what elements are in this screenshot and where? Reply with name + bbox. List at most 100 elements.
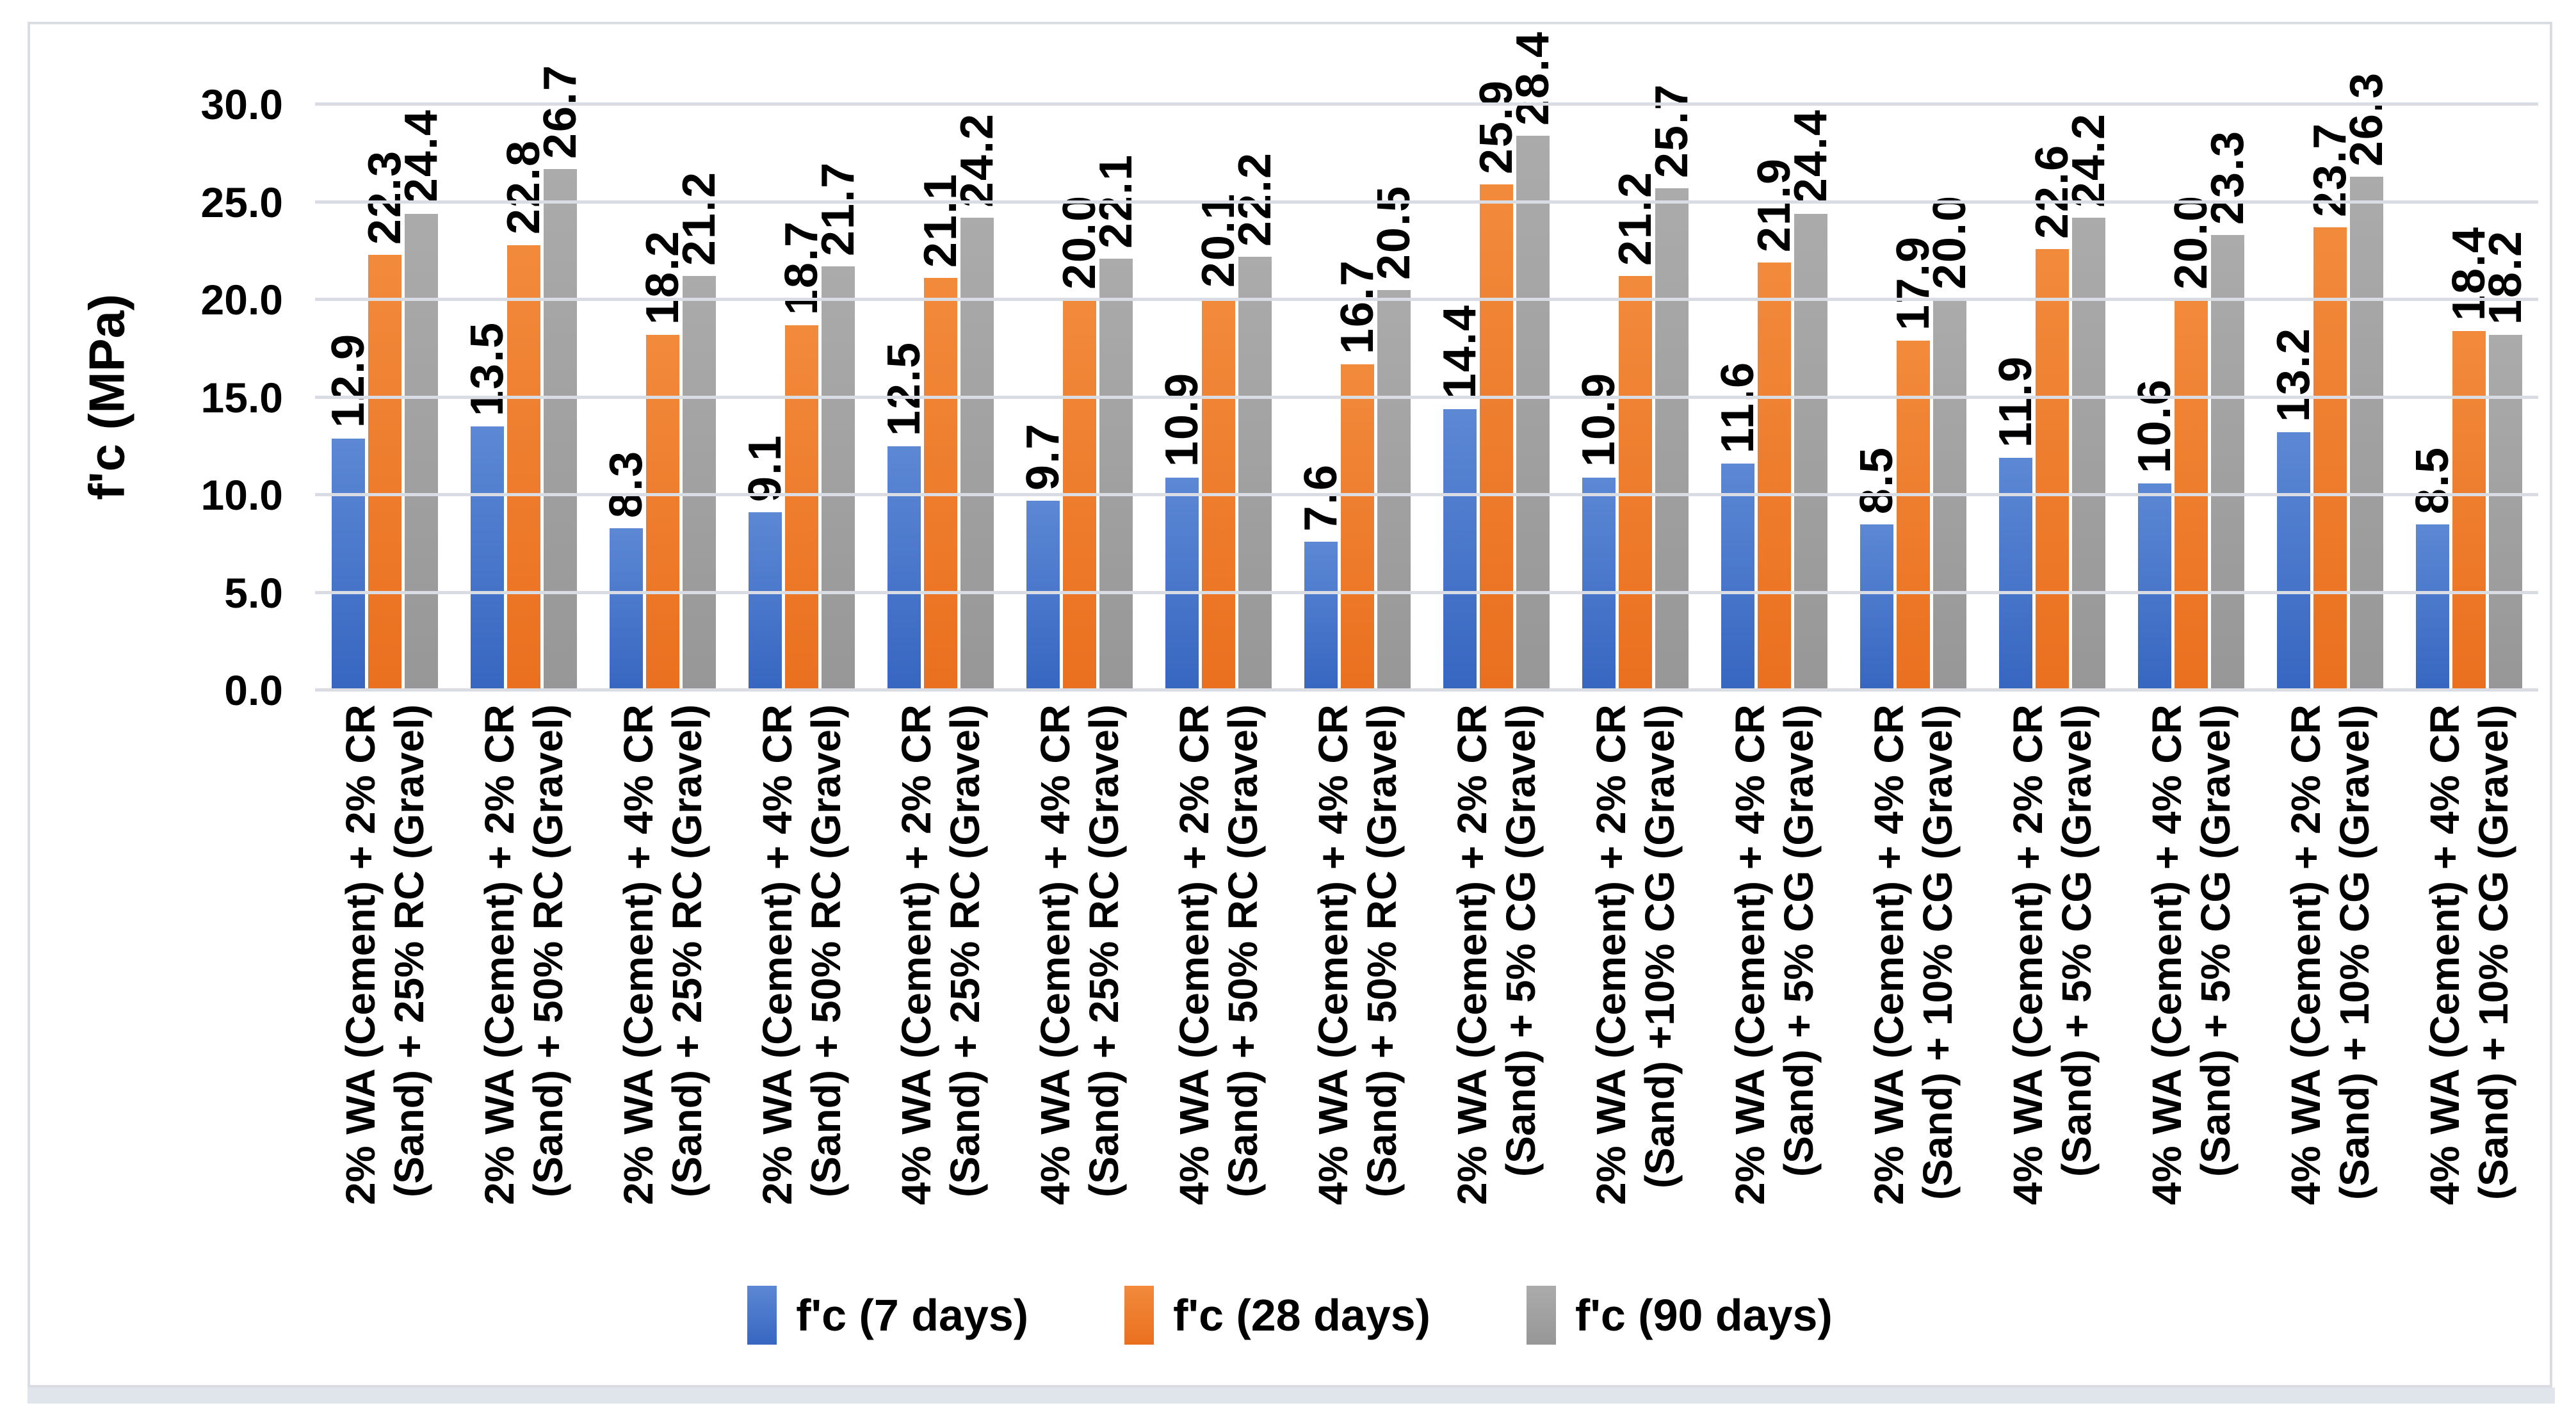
bar-blue xyxy=(609,528,643,690)
x-category-label-9: 2% WA (Cement) + 2% CR (Sand) + 5% CG (G… xyxy=(1448,704,1544,1205)
bar-group-13: 11.9 22.6 24.2 xyxy=(1982,104,2121,690)
bar-orange xyxy=(784,325,818,690)
bar-value-label: 24.4 xyxy=(395,108,447,204)
y-tick-label: 0.0 xyxy=(224,667,283,714)
bar-orange xyxy=(923,278,957,690)
bar-value-label: 24.4 xyxy=(1785,108,1836,204)
bar-groups: 12.9 22.3 24.4 13.5 22.8 26.7 8.3 18.2 21.2 9.1 18… xyxy=(315,31,2538,690)
bar-value-label: 26.7 xyxy=(534,63,586,159)
bar-gray xyxy=(682,276,716,690)
bar-column: 18.2 xyxy=(2480,104,2531,690)
bar-gray xyxy=(960,217,994,690)
gridline-20 xyxy=(315,298,2538,301)
x-label-slot: 4% WA (Cement) + 4% CR (Sand) + 5% CG (G… xyxy=(2121,704,2260,1263)
bar-group-3: 8.3 18.2 21.2 xyxy=(593,104,732,690)
bar-orange xyxy=(1340,364,1374,690)
bar-orange xyxy=(1757,263,1791,690)
x-label-slot: 4% WA (Cement) + 4% CR (Sand) + 25% RC (… xyxy=(1010,704,1149,1263)
x-category-label-15: 4% WA (Cement) + 2% CR (Sand) + 10% CG (… xyxy=(2282,704,2378,1205)
x-category-label-10: 2% WA (Cement) + 2% CR (Sand) +10% CG (G… xyxy=(1587,704,1683,1205)
bar-group-8: 7.6 16.7 20.5 xyxy=(1288,104,1427,690)
bar-blue xyxy=(887,446,921,690)
bar-value-label: 10.9 xyxy=(1573,372,1624,467)
bar-blue xyxy=(748,512,782,690)
bar-group-9: 14.4 25.9 28.4 xyxy=(1427,31,1566,690)
bar-value-label: 11.6 xyxy=(1712,361,1763,454)
bar-column: 21.2 xyxy=(674,104,725,690)
bar-column: 11.6 xyxy=(1712,104,1763,690)
bar-value-label: 8.3 xyxy=(600,449,652,518)
bar-column: 17.9 xyxy=(1888,104,1939,690)
bar-value-label: 24.2 xyxy=(2062,112,2114,207)
bar-column: 12.5 xyxy=(879,104,930,690)
bar-column: 22.6 xyxy=(2027,104,2078,690)
bar-column: 9.7 xyxy=(1017,104,1069,690)
x-category-label-2: 2% WA (Cement) + 2% CR (Sand) + 50% RC (… xyxy=(476,704,571,1205)
x-label-slot: 2% WA (Cement) + 2% CR (Sand) +10% CG (G… xyxy=(1566,704,1705,1263)
legend-item-gray: f'c (90 days) xyxy=(1526,1286,1833,1345)
bar-gray xyxy=(1516,135,1550,690)
bar-blue xyxy=(2276,432,2310,690)
bar-value-label: 21.2 xyxy=(673,171,725,266)
bar-column: 22.1 xyxy=(1090,104,1142,690)
bar-column: 14.4 xyxy=(1434,104,1486,690)
bar-orange xyxy=(1479,184,1513,690)
bar-column: 28.4 xyxy=(1507,31,1559,690)
bar-value-label: 7.6 xyxy=(1295,464,1347,532)
x-category-label-12: 2% WA (Cement) + 4% CR (Sand) + 10% CG (… xyxy=(1865,704,1961,1205)
bar-value-label: 8.5 xyxy=(2406,446,2458,514)
bar-value-label: 10.6 xyxy=(2128,378,2180,473)
bar-gray xyxy=(1377,289,1411,690)
bar-value-label: 20.0 xyxy=(1924,194,1975,289)
x-category-label-1: 2% WA (Cement) + 2% CR (Sand) + 25% RC (… xyxy=(337,704,432,1205)
x-category-label-13: 4% WA (Cement) + 2% CR (Sand) + 5% CG (G… xyxy=(2004,704,2100,1205)
bar-orange xyxy=(2035,248,2069,690)
bar-orange xyxy=(2313,227,2347,690)
bar-column: 22.8 xyxy=(498,104,549,690)
y-tick-label: 10.0 xyxy=(200,471,283,519)
bar-column: 26.7 xyxy=(535,64,586,690)
bar-column: 25.9 xyxy=(1471,79,1522,690)
bar-blue xyxy=(1721,464,1754,690)
x-label-slot: 2% WA (Cement) + 4% CR (Sand) + 10% CG (… xyxy=(1843,704,1982,1263)
y-tick-label: 25.0 xyxy=(200,178,283,226)
bar-blue xyxy=(2415,524,2449,690)
bar-value-label: 21.2 xyxy=(1609,171,1661,266)
bar-blue xyxy=(2137,483,2171,690)
x-axis-labels: 2% WA (Cement) + 2% CR (Sand) + 25% RC (… xyxy=(315,704,2538,1263)
bar-value-label: 24.2 xyxy=(951,112,1003,207)
bar-value-label: 9.7 xyxy=(1017,423,1069,491)
gridline-5 xyxy=(315,590,2538,594)
bar-value-label: 10.9 xyxy=(1156,372,1208,467)
bar-column: 21.9 xyxy=(1749,104,1800,690)
bar-gray xyxy=(543,168,577,690)
bar-column: 21.2 xyxy=(1610,104,1661,690)
bar-orange xyxy=(506,245,540,690)
bar-value-label: 21.7 xyxy=(812,161,864,257)
y-axis-title: f'c (MPa) xyxy=(78,294,135,500)
bar-group-10: 10.9 21.2 25.7 xyxy=(1566,83,1705,690)
x-label-slot: 2% WA (Cement) + 4% CR (Sand) + 25% RC (… xyxy=(593,704,732,1263)
bar-column: 23.7 xyxy=(2305,104,2356,690)
plot-area: 12.9 22.3 24.4 13.5 22.8 26.7 8.3 18.2 21.2 9.1 18… xyxy=(315,31,2538,692)
bar-column: 10.6 xyxy=(2129,104,2180,690)
x-label-slot: 2% WA (Cement) + 2% CR (Sand) + 25% RC (… xyxy=(315,704,454,1263)
chart-frame: f'c (MPa) 12.9 22.3 24.4 13.5 22.8 26.7 8.3 18.… xyxy=(28,22,2552,1388)
bar-column: 9.1 xyxy=(740,104,791,690)
bar-gray xyxy=(2071,217,2105,690)
bar-column: 25.7 xyxy=(1646,83,1697,690)
bar-column: 8.5 xyxy=(2407,104,2458,690)
bar-value-label: 25.7 xyxy=(1646,83,1697,179)
bar-blue xyxy=(1998,458,2032,690)
y-tick-label: 5.0 xyxy=(224,569,283,617)
bar-group-2: 13.5 22.8 26.7 xyxy=(454,64,593,690)
x-label-slot: 4% WA (Cement) + 4% CR (Sand) + 50% RC (… xyxy=(1288,704,1427,1263)
x-label-slot: 4% WA (Cement) + 2% CR (Sand) + 5% CG (G… xyxy=(1982,704,2121,1263)
bar-value-label: 28.4 xyxy=(1507,30,1559,126)
legend-label: f'c (28 days) xyxy=(1173,1290,1430,1340)
legend-label: f'c (7 days) xyxy=(796,1290,1029,1340)
legend-swatch-blue xyxy=(747,1286,777,1345)
bar-column: 24.2 xyxy=(2063,104,2114,690)
bar-value-label: 13.2 xyxy=(2267,327,2319,423)
legend-label: f'c (90 days) xyxy=(1575,1290,1833,1340)
